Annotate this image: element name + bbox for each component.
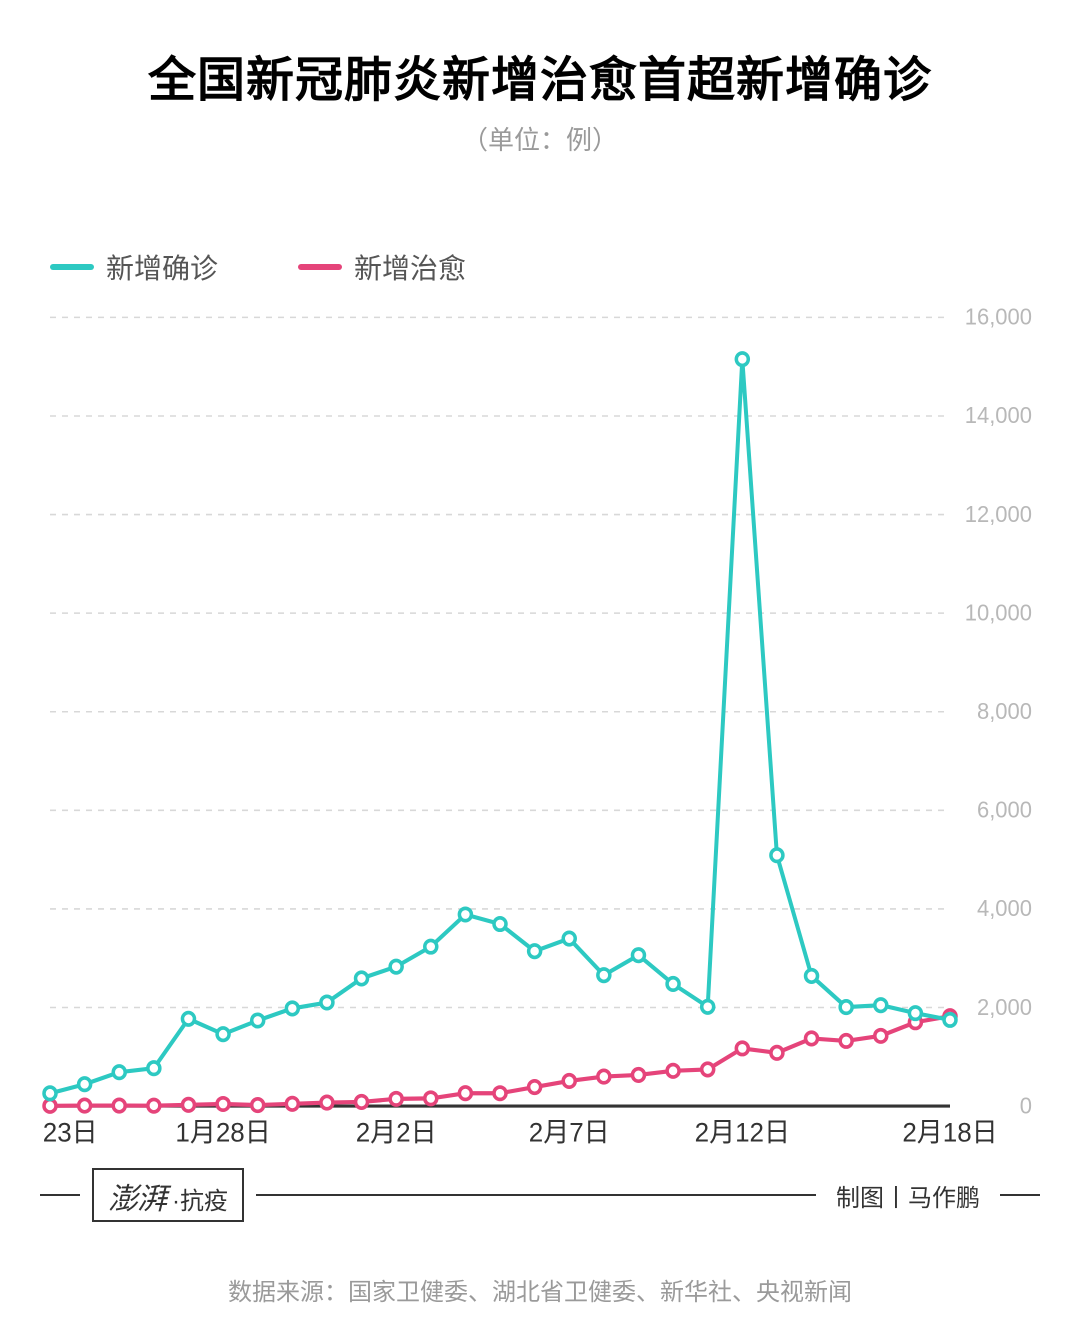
svg-text:16,000: 16,000 [965,307,1032,330]
legend-item-cured: 新增治愈 [298,247,466,287]
brand-text: ·抗疫 [172,1181,228,1216]
svg-text:2月2日: 2月2日 [356,1117,437,1148]
legend-swatch-cured [298,264,342,270]
svg-text:12,000: 12,000 [965,501,1032,526]
svg-text:1月28日: 1月28日 [175,1117,270,1148]
chart-title: 全国新冠肺炎新增治愈首超新增确诊 [40,40,1040,110]
svg-text:4,000: 4,000 [977,896,1032,921]
footer: 澎湃 ·抗疫 制图丨马作鹏 数据来源：国家卫健委、湖北省卫健委、新华社、央视新闻 [40,1168,1040,1307]
chart-container: 全国新冠肺炎新增治愈首超新增确诊 （单位：例） 新增确诊 新增治愈 0 2,000… [0,0,1080,1337]
source-text: 数据来源：国家卫健委、湖北省卫健委、新华社、央视新闻 [40,1272,1040,1307]
legend-label-confirmed: 新增确诊 [106,247,218,287]
svg-text:2月12日: 2月12日 [695,1117,790,1148]
svg-text:2月18日: 2月18日 [902,1117,997,1148]
legend-label-cured: 新增治愈 [354,247,466,287]
svg-text:6,000: 6,000 [977,797,1032,822]
legend: 新增确诊 新增治愈 [50,247,1040,287]
svg-text:14,000: 14,000 [965,403,1032,428]
svg-text:2,000: 2,000 [977,994,1032,1019]
svg-text:8,000: 8,000 [977,699,1032,724]
chart-svg: 0 2,000 4,000 6,000 8,000 10,000 12,000 14,000 1… [40,307,1040,1158]
svg-text:10,000: 10,000 [965,600,1032,625]
svg-text:2月7日: 2月7日 [529,1117,610,1148]
footer-rule-mid [256,1194,816,1196]
svg-text:0: 0 [1020,1093,1032,1118]
brand-script: 澎湃 [108,1174,166,1218]
footer-rule-row: 澎湃 ·抗疫 制图丨马作鹏 [40,1168,1040,1222]
legend-swatch-confirmed [50,264,94,270]
chart-subtitle: （单位：例） [40,120,1040,157]
chart-plot-area: 0 2,000 4,000 6,000 8,000 10,000 12,000 14,000 1… [40,307,1040,1158]
legend-item-confirmed: 新增确诊 [50,247,218,287]
credit-text: 制图丨马作鹏 [828,1178,988,1213]
brand-box: 澎湃 ·抗疫 [92,1168,244,1222]
footer-rule-left [40,1194,80,1196]
svg-text:1月23日: 1月23日 [40,1117,98,1148]
footer-rule-right [1000,1194,1040,1196]
